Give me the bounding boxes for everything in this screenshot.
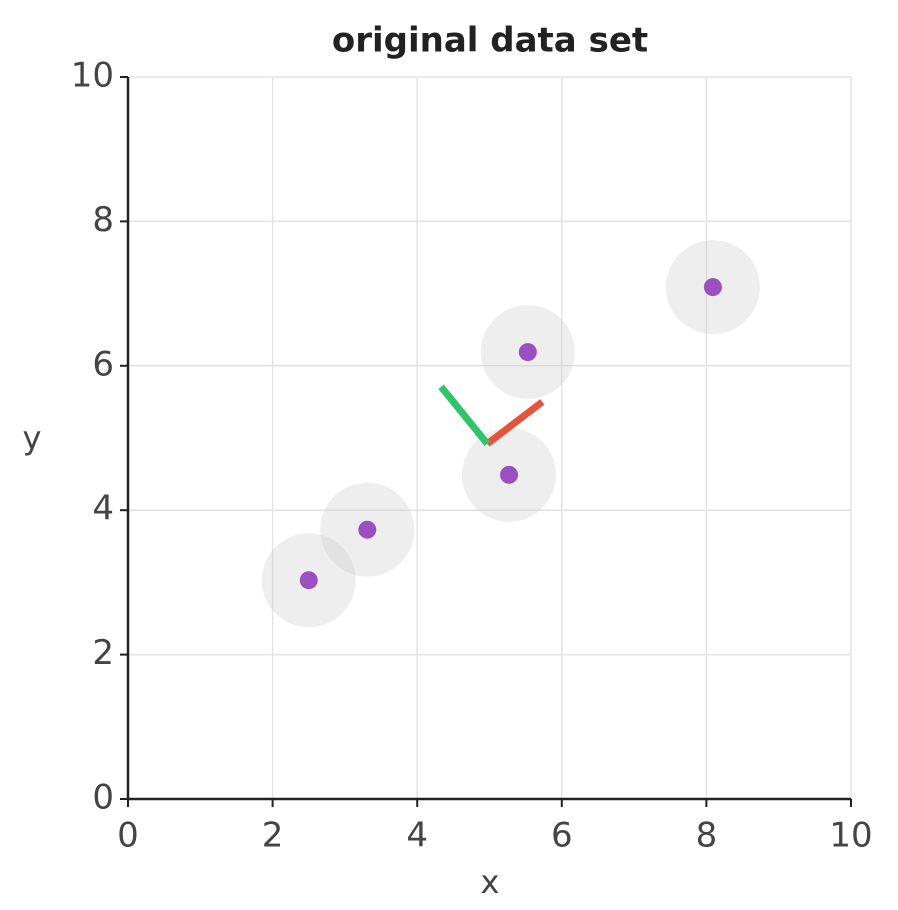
- y-axis-label: y: [23, 419, 42, 457]
- data-point[interactable]: [500, 465, 519, 484]
- y-tick-label: 6: [92, 344, 114, 384]
- data-point[interactable]: [299, 571, 318, 590]
- y-tick-label: 2: [92, 633, 114, 673]
- data-point[interactable]: [518, 343, 537, 362]
- x-tick-label: 0: [117, 816, 139, 856]
- chart-title: original data set: [332, 21, 648, 61]
- data-point[interactable]: [358, 520, 377, 539]
- y-tick-label: 8: [92, 200, 114, 240]
- y-tick-label: 4: [92, 489, 114, 529]
- component-vector: [485, 399, 545, 447]
- x-tick-label: 4: [406, 816, 428, 856]
- x-tick-label: 2: [262, 816, 284, 856]
- y-tick-label: 10: [71, 56, 114, 96]
- x-tick-label: 6: [551, 816, 573, 856]
- x-tick-label: 10: [829, 816, 872, 856]
- x-axis-label: x: [481, 863, 500, 901]
- component-vector: [438, 384, 491, 446]
- x-tick-label: 8: [696, 816, 718, 856]
- y-tick-label: 0: [92, 778, 114, 818]
- data-point[interactable]: [703, 278, 722, 297]
